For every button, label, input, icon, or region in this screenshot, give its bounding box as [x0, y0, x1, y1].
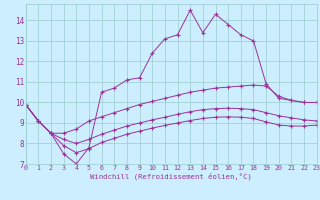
X-axis label: Windchill (Refroidissement éolien,°C): Windchill (Refroidissement éolien,°C) — [90, 173, 252, 180]
